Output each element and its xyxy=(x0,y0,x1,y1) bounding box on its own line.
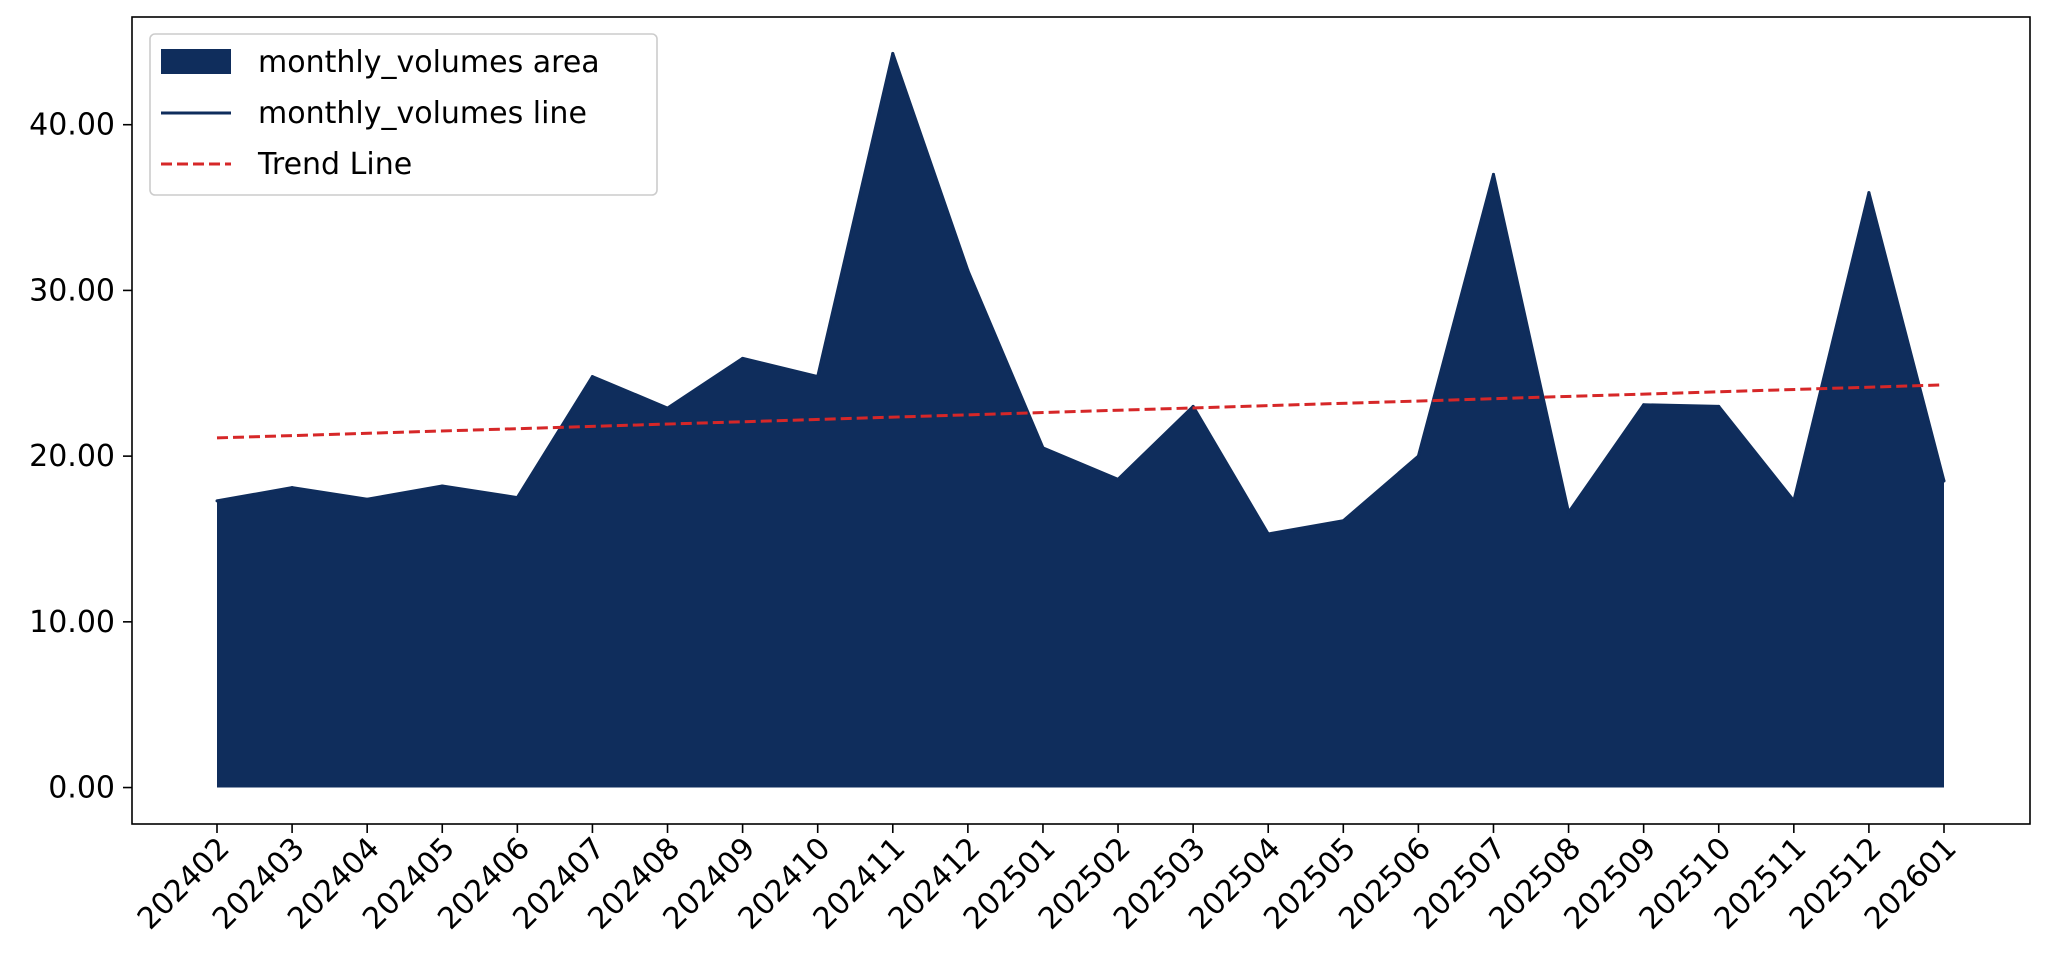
data-point-202406 xyxy=(515,496,519,500)
data-point-202411 xyxy=(891,51,895,55)
y-tick-label-4: 40.00 xyxy=(29,108,115,143)
data-point-202512 xyxy=(1867,191,1871,195)
data-point-202510 xyxy=(1717,404,1721,408)
data-point-202601 xyxy=(1942,479,1946,483)
data-point-202405 xyxy=(440,484,444,488)
plot-layer xyxy=(215,51,1946,788)
data-point-202402 xyxy=(215,499,219,503)
data-point-202403 xyxy=(290,486,294,490)
data-point-202507 xyxy=(1491,172,1495,176)
data-point-202508 xyxy=(1567,510,1571,514)
legend-label-area: monthly_volumes area xyxy=(258,45,600,80)
legend-label-line: monthly_volumes line xyxy=(258,96,587,131)
data-point-202412 xyxy=(966,269,970,273)
data-point-202409 xyxy=(741,356,745,360)
data-point-202410 xyxy=(816,375,820,379)
y-axis: 0.00 10.00 20.00 30.00 40.00 xyxy=(29,108,132,806)
legend-box xyxy=(149,33,658,196)
y-tick-label-2: 20.00 xyxy=(29,439,115,474)
y-tick-label-3: 30.00 xyxy=(29,273,115,308)
data-point-202504 xyxy=(1266,532,1270,536)
data-point-202407 xyxy=(590,375,594,379)
data-point-202408 xyxy=(666,406,670,410)
data-point-202511 xyxy=(1792,499,1796,503)
y-tick-label-0: 0.00 xyxy=(48,771,115,806)
series-line xyxy=(216,51,1946,536)
legend-label-trend: Trend Line xyxy=(257,147,412,182)
data-point-202506 xyxy=(1416,454,1420,458)
legend-swatch-area xyxy=(161,49,231,74)
data-point-202404 xyxy=(365,497,369,501)
plot-frame xyxy=(131,16,2031,825)
area-fill xyxy=(217,53,1944,788)
data-point-202502 xyxy=(1116,477,1120,481)
data-point-202505 xyxy=(1341,519,1345,523)
data-point-202501 xyxy=(1041,446,1045,450)
data-point-202509 xyxy=(1642,403,1646,407)
legend: monthly_volumes area monthly_volumes lin… xyxy=(149,33,658,196)
y-tick-label-1: 10.00 xyxy=(29,605,115,640)
